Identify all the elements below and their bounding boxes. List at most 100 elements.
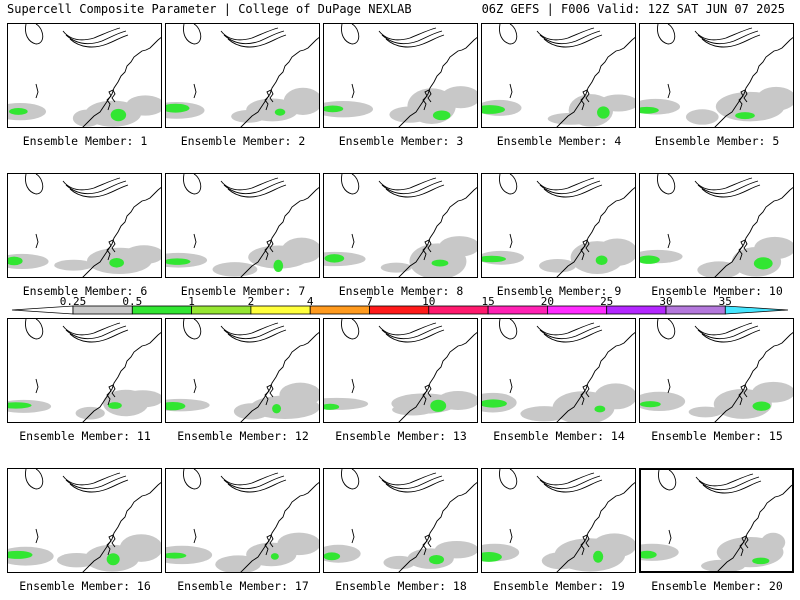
ensemble-panel[interactable] [323,468,478,573]
panel-label: Ensemble Member: 4 [496,134,622,148]
lake-outline [35,233,39,249]
scp-area-low [277,532,319,556]
scp-area-low [383,555,416,570]
hudson-bay-outline [499,174,518,195]
ensemble-panel[interactable] [7,468,162,573]
hudson-bay-outline [341,469,360,490]
chesapeake-bay-outline [580,239,590,261]
ensemble-panel[interactable] [323,173,478,278]
lake-outline [702,480,762,494]
ensemble-panel[interactable] [481,318,636,423]
panel-label: Ensemble Member: 20 [651,579,783,593]
scp-area-moderate [595,255,608,265]
coastline [82,37,161,127]
chesapeake-bay-outline [106,534,116,556]
lake-outline [378,177,437,191]
ensemble-panel[interactable] [7,23,162,128]
scp-area-low [56,552,97,568]
chesapeake-bay-outline [106,239,116,261]
ensemble-panel[interactable] [639,23,794,128]
ensemble-panel[interactable] [165,468,320,573]
scp-area-low [389,106,430,123]
scp-area-moderate [107,402,122,409]
lake-outline [536,472,595,486]
scale-tick-label: 1 [188,295,195,308]
ensemble-panel[interactable] [165,23,320,128]
ensemble-panel[interactable] [7,318,162,423]
ensemble-panel[interactable] [639,318,794,423]
ensemble-panel[interactable] [481,173,636,278]
lake-outline [193,233,197,249]
lake-outline [543,479,603,493]
scale-segment [487,305,548,315]
coastline [240,482,319,572]
lake-outline [385,329,445,343]
lake-outline [227,184,287,198]
lake-outline [69,329,129,343]
member-map [8,24,161,127]
coastline [556,187,635,277]
lake-outline [667,83,671,99]
scp-area-moderate [594,405,606,413]
scp-area-moderate [640,106,659,114]
scale-segment [250,305,311,315]
lake-outline [65,180,127,195]
ensemble-panel[interactable] [165,318,320,423]
lake-outline [694,322,753,336]
scp-area-moderate [166,552,187,559]
scp-area-moderate [106,553,120,566]
hudson-bay-outline [25,469,44,490]
scp-area-low [539,259,577,273]
ensemble-panel[interactable] [481,23,636,128]
lake-outline [536,27,595,41]
scp-area-low [166,545,213,565]
lake-outline [697,30,759,45]
coastline [714,37,793,127]
chesapeake-bay-outline [738,239,748,261]
scp-area-low [685,109,719,125]
hudson-bay-outline [183,24,202,45]
lake-outline [694,177,753,191]
ensemble-panel[interactable] [323,23,478,128]
lake-outline [223,30,285,45]
chesapeake-bay-outline [106,89,116,111]
ensemble-panel[interactable] [165,173,320,278]
hudson-bay-outline [341,174,360,195]
scale-tick-label: 20 [540,295,555,308]
scp-area-low [754,236,793,260]
ensemble-panel[interactable] [323,318,478,423]
scale-tick-label: 2 [247,295,255,308]
hudson-bay-outline [183,469,202,490]
ensemble-panel[interactable] [7,173,162,278]
member-map [640,24,793,127]
ensemble-panel[interactable] [481,468,636,573]
coastline [717,484,792,571]
chesapeake-bay-outline [580,89,590,111]
chesapeake-bay-outline [264,239,274,261]
panel-label: Ensemble Member: 10 [651,284,783,298]
lake-outline [220,322,279,336]
lake-outline [385,34,445,48]
coastline [556,332,635,422]
ensemble-panel[interactable] [639,173,794,278]
member-map [166,469,319,572]
lake-outline [509,83,513,99]
scp-area-moderate [272,403,282,414]
lake-outline [69,479,129,493]
chesapeake-bay-outline [580,384,590,406]
scale-segment [606,305,667,315]
lake-outline [543,34,603,48]
ensemble-panel[interactable] [639,468,794,573]
scp-area-moderate [8,402,32,409]
coastline [82,482,161,572]
scp-area-low [279,382,319,407]
coastline [240,187,319,277]
scp-area-low [547,112,595,125]
scp-area-moderate [324,105,344,113]
member-map [324,24,477,127]
scp-area-moderate [166,103,190,113]
member-map [166,319,319,422]
scale-tick-label: 15 [481,295,495,308]
scp-area-low [231,110,266,123]
coastline [398,482,477,572]
